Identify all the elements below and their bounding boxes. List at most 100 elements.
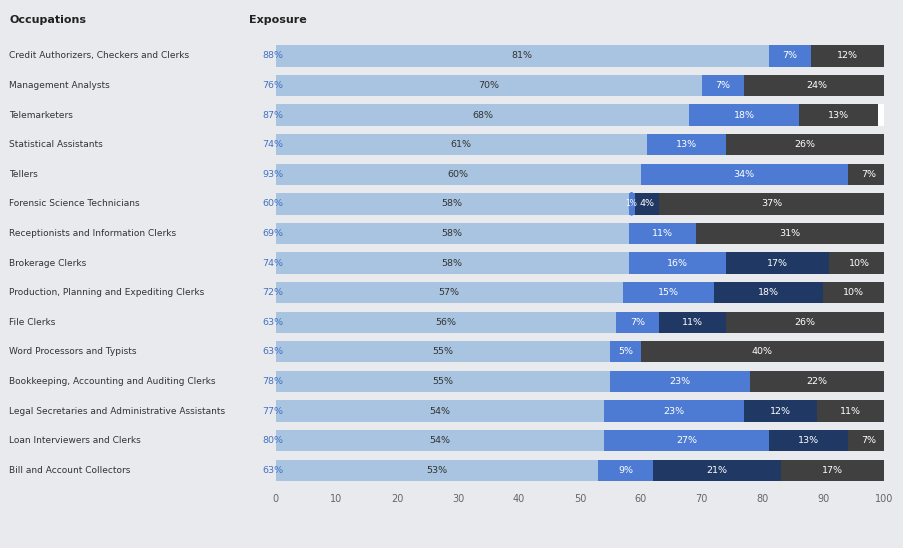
Text: Bill and Account Collectors: Bill and Account Collectors xyxy=(9,466,130,475)
Bar xyxy=(768,430,847,451)
Bar xyxy=(640,341,883,362)
Text: 63%: 63% xyxy=(262,318,283,327)
Bar xyxy=(610,371,749,392)
Text: 56%: 56% xyxy=(435,318,456,327)
Bar xyxy=(275,312,616,333)
Text: 58%: 58% xyxy=(442,229,462,238)
Bar xyxy=(628,193,634,214)
Bar xyxy=(847,430,889,451)
Bar xyxy=(275,401,883,421)
Bar xyxy=(694,223,883,244)
Text: Telemarketers: Telemarketers xyxy=(9,111,73,119)
Text: 55%: 55% xyxy=(432,347,453,356)
Text: 58%: 58% xyxy=(442,259,462,267)
Bar xyxy=(275,134,883,155)
Bar xyxy=(603,430,768,451)
Text: Bookkeeping, Accounting and Auditing Clerks: Bookkeeping, Accounting and Auditing Cle… xyxy=(9,377,215,386)
Bar xyxy=(275,460,598,481)
Bar xyxy=(275,282,622,303)
Text: 9%: 9% xyxy=(618,466,632,475)
Text: Forensic Science Technicians: Forensic Science Technicians xyxy=(9,199,139,208)
Text: Word Processors and Typists: Word Processors and Typists xyxy=(9,347,136,356)
Bar xyxy=(275,341,610,362)
Text: 22%: 22% xyxy=(805,377,827,386)
Bar xyxy=(598,460,652,481)
Bar xyxy=(275,253,883,273)
Text: 7%: 7% xyxy=(629,318,645,327)
Text: 87%: 87% xyxy=(262,111,283,119)
Text: 74%: 74% xyxy=(262,259,283,267)
Bar xyxy=(743,75,889,96)
Text: 13%: 13% xyxy=(827,111,848,119)
Bar xyxy=(275,193,628,214)
Text: Occupations: Occupations xyxy=(9,15,86,25)
Text: 26%: 26% xyxy=(794,318,815,327)
Text: 40%: 40% xyxy=(751,347,772,356)
Bar xyxy=(622,282,713,303)
Bar xyxy=(275,460,883,481)
Bar xyxy=(713,282,823,303)
Bar xyxy=(634,193,658,214)
Bar xyxy=(603,401,743,421)
Text: 12%: 12% xyxy=(769,407,790,415)
Bar xyxy=(275,105,689,125)
Text: Tellers: Tellers xyxy=(9,170,38,179)
Bar xyxy=(275,223,628,244)
Text: 13%: 13% xyxy=(796,436,818,445)
Bar xyxy=(275,75,883,96)
Text: 26%: 26% xyxy=(794,140,815,149)
Bar xyxy=(780,460,883,481)
Text: Credit Authorizers, Checkers and Clerks: Credit Authorizers, Checkers and Clerks xyxy=(9,52,189,60)
Bar xyxy=(275,253,628,273)
Bar xyxy=(275,164,640,185)
Bar xyxy=(628,253,725,273)
Bar xyxy=(275,164,883,185)
Bar xyxy=(725,312,883,333)
Text: 80%: 80% xyxy=(262,436,283,445)
Bar xyxy=(275,401,603,421)
Text: 60%: 60% xyxy=(262,199,283,208)
Text: 55%: 55% xyxy=(432,377,453,386)
Text: 5%: 5% xyxy=(618,347,632,356)
Bar xyxy=(847,164,889,185)
Bar xyxy=(275,193,883,214)
Text: 11%: 11% xyxy=(839,407,861,415)
Bar xyxy=(725,253,828,273)
Text: Management Analysts: Management Analysts xyxy=(9,81,109,90)
Text: 74%: 74% xyxy=(262,140,283,149)
Text: Statistical Assistants: Statistical Assistants xyxy=(9,140,103,149)
Text: 70%: 70% xyxy=(478,81,498,90)
Bar xyxy=(743,401,816,421)
Bar xyxy=(749,371,883,392)
Text: 11%: 11% xyxy=(651,229,672,238)
Text: 27%: 27% xyxy=(675,436,696,445)
Text: 21%: 21% xyxy=(705,466,727,475)
Text: Legal Secretaries and Administrative Assistants: Legal Secretaries and Administrative Ass… xyxy=(9,407,225,415)
Text: 10%: 10% xyxy=(842,288,863,297)
Bar xyxy=(275,45,883,66)
Bar xyxy=(828,253,889,273)
Text: 10%: 10% xyxy=(848,259,870,267)
Text: 7%: 7% xyxy=(781,52,796,60)
Bar xyxy=(823,282,883,303)
Text: 57%: 57% xyxy=(438,288,459,297)
Text: 81%: 81% xyxy=(511,52,532,60)
Bar xyxy=(275,282,883,303)
Bar xyxy=(275,371,610,392)
Text: File Clerks: File Clerks xyxy=(9,318,55,327)
Text: 53%: 53% xyxy=(426,466,447,475)
Text: 1%: 1% xyxy=(625,199,637,208)
Text: 23%: 23% xyxy=(669,377,690,386)
Bar xyxy=(275,312,883,333)
Text: 63%: 63% xyxy=(262,347,283,356)
Bar xyxy=(275,105,883,125)
Text: Loan Interviewers and Clerks: Loan Interviewers and Clerks xyxy=(9,436,141,445)
Bar xyxy=(275,430,883,451)
Text: 18%: 18% xyxy=(758,288,778,297)
Bar xyxy=(610,341,640,362)
Text: 12%: 12% xyxy=(836,52,857,60)
Text: 68%: 68% xyxy=(471,111,492,119)
Text: 34%: 34% xyxy=(733,170,754,179)
Text: 7%: 7% xyxy=(861,170,875,179)
Bar xyxy=(768,45,810,66)
